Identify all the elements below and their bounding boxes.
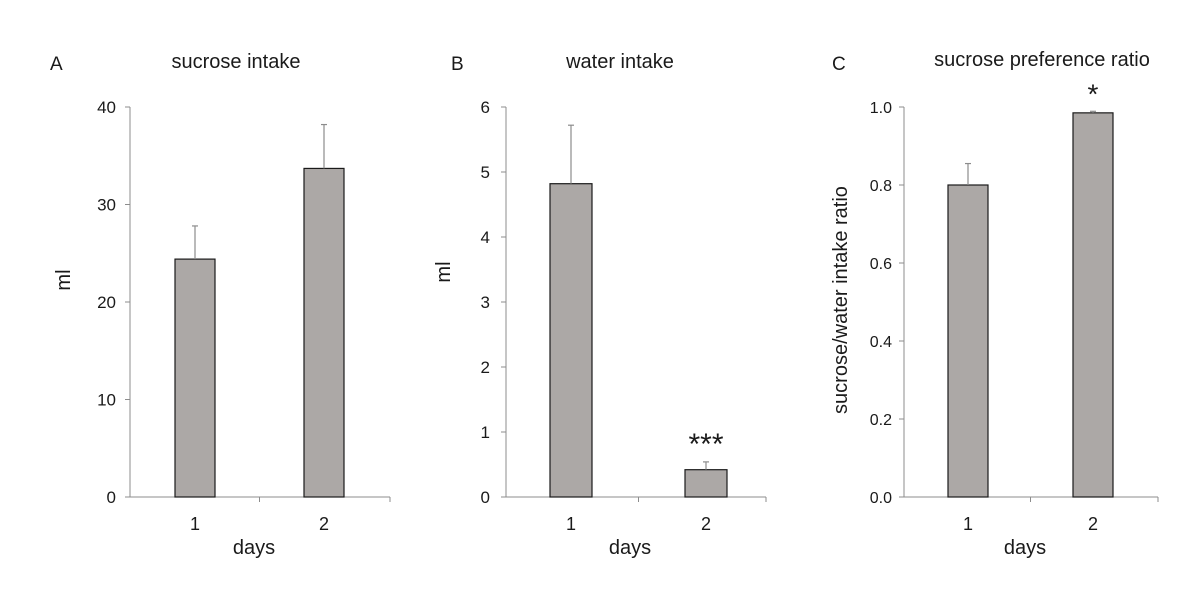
y-tick-label: 0.4 [870,334,892,351]
panel-letter: C [832,54,846,75]
x-tick-label: 1 [963,514,973,534]
chart-title: water intake [565,51,674,73]
significance-marker: *** [688,428,723,461]
y-axis-label: ml [53,269,75,290]
x-tick-label: 2 [319,514,329,534]
significance-marker: * [1088,78,1099,109]
y-tick-label: 0.2 [870,412,892,429]
chart-title: sucrose intake [172,51,301,73]
y-tick-label: 4 [481,228,490,247]
y-tick-label: 40 [97,98,116,117]
bar-day-1 [174,258,216,498]
x-tick-label: 1 [190,514,200,534]
y-tick-label: 0 [481,488,490,507]
panel-letter: B [451,54,464,75]
y-tick-label: 2 [481,358,490,377]
y-tick-label: 20 [97,293,116,312]
x-tick-label: 1 [566,514,576,534]
x-axis-label: days [609,537,651,559]
x-tick-label: 2 [701,514,711,534]
y-tick-label: 10 [97,391,116,410]
bar-day-2 [303,167,345,498]
panel-letter: A [50,54,63,75]
bar-day-1 [549,183,593,498]
x-tick-label: 2 [1088,514,1098,534]
y-axis-label: ml [433,261,455,282]
y-tick-label: 5 [481,163,490,182]
y-tick-label: 0.8 [870,178,892,195]
y-tick-label: 30 [97,196,116,215]
y-tick-label: 6 [481,98,490,117]
bar-day-2 [1072,112,1114,498]
y-tick-label: 1 [481,423,490,442]
y-tick-label: 0.0 [870,490,892,507]
y-tick-label: 0.6 [870,256,892,273]
x-axis-label: days [233,537,275,559]
bar-day-2 [684,469,728,498]
chart-title: sucrose preference ratio [934,49,1150,71]
x-axis-label: days [1004,537,1046,559]
y-tick-label: 1.0 [870,100,892,117]
y-tick-label: 0 [107,488,116,507]
y-tick-label: 3 [481,293,490,312]
bar-day-1 [947,184,989,498]
y-axis-label: sucrose/water intake ratio [830,186,852,414]
